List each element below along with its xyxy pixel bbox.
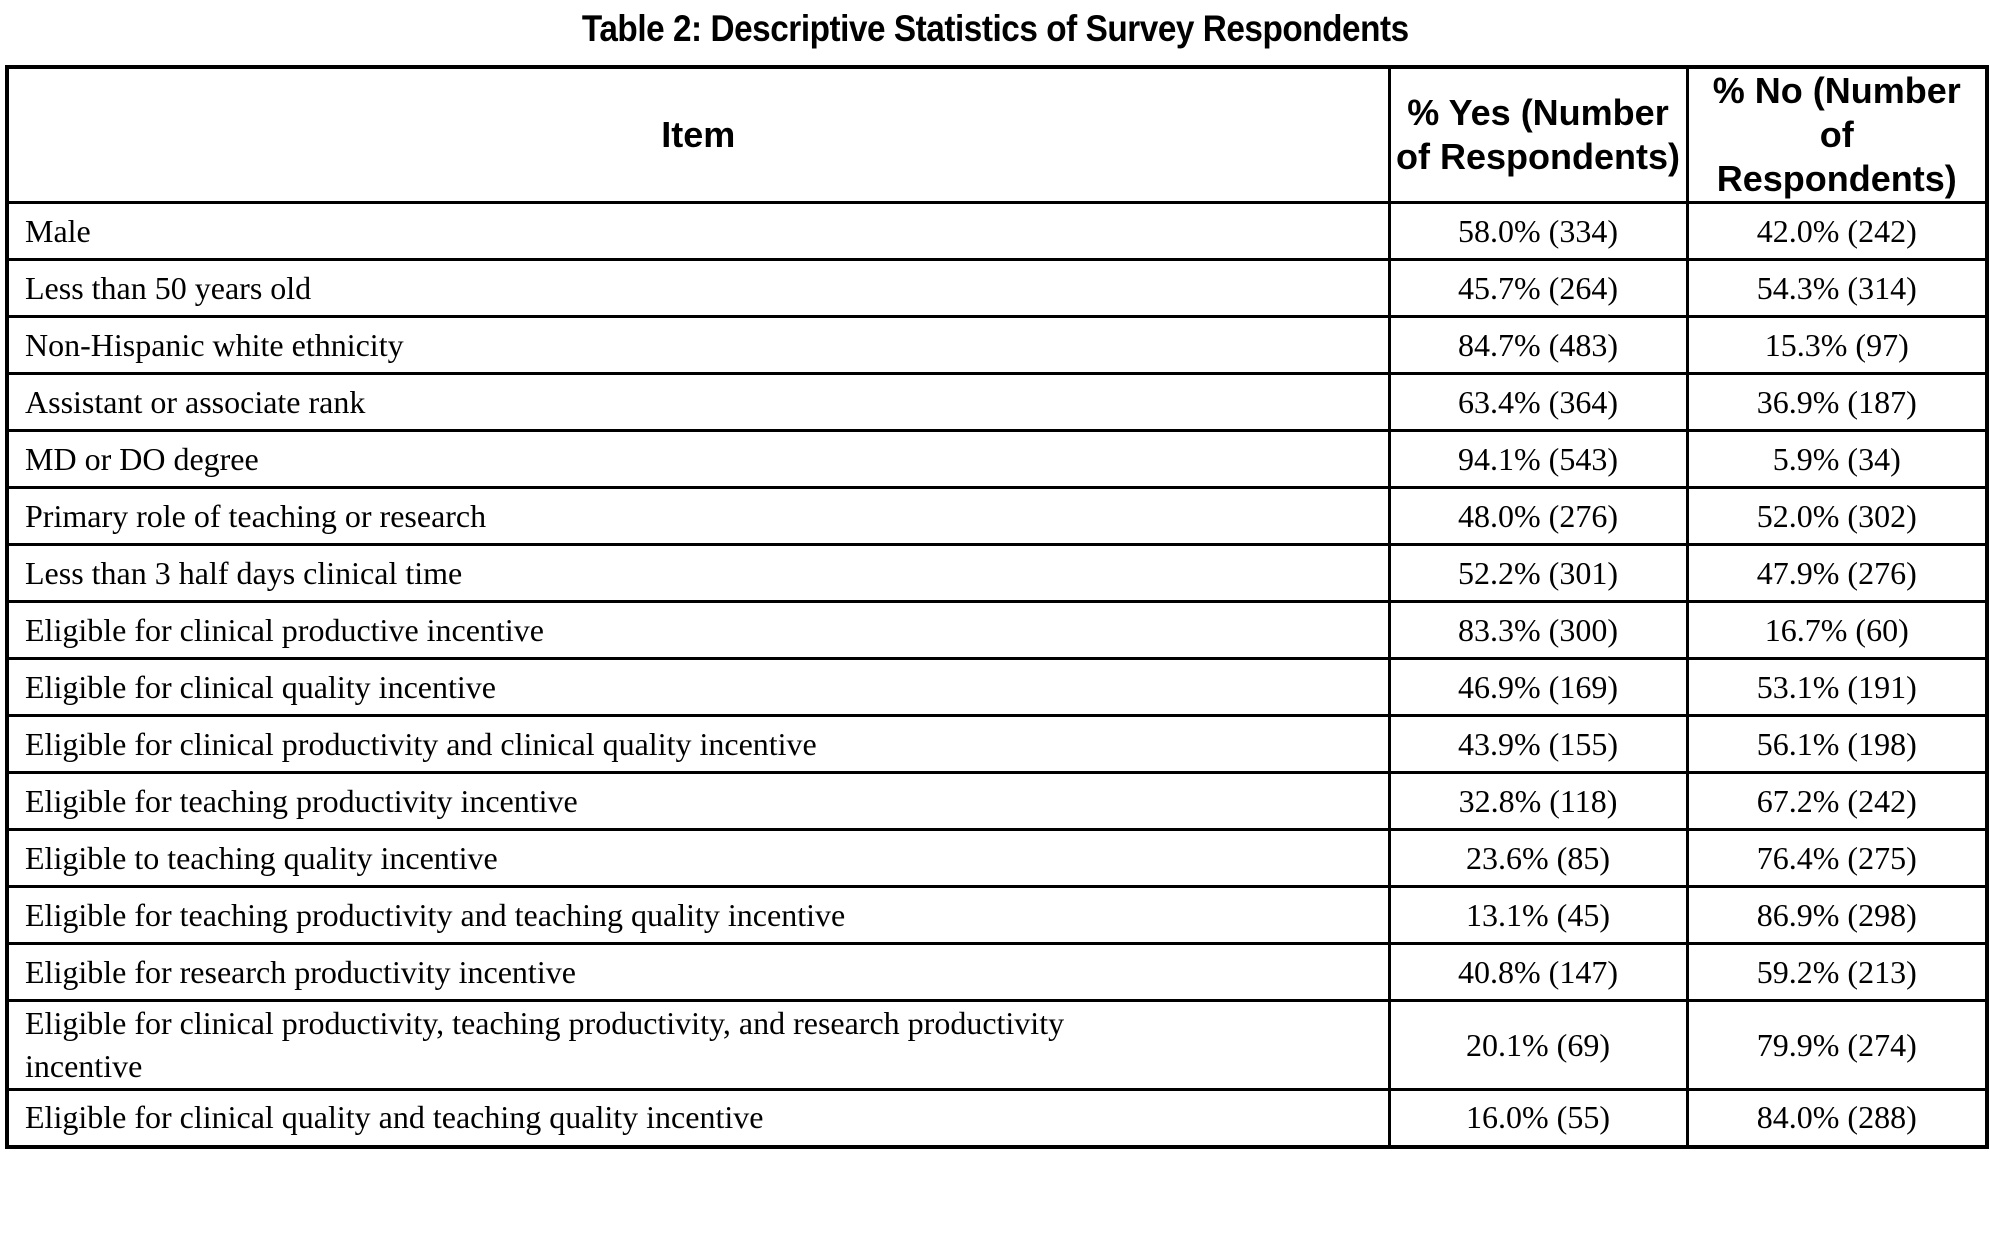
- table-row: Eligible for research productivity incen…: [5, 942, 1989, 1002]
- yes-value-cell: 40.8% (147): [1387, 942, 1689, 1002]
- table-row: Eligible for clinical productivity, teac…: [5, 999, 1989, 1091]
- table-row: Eligible for clinical quality incentive …: [5, 657, 1989, 717]
- yes-value-cell: 83.3% (300): [1387, 600, 1689, 660]
- table-row: Eligible for clinical productivity and c…: [5, 714, 1989, 774]
- item-cell: Eligible for clinical productivity, teac…: [5, 999, 1391, 1091]
- column-header-yes: % Yes (Number of Respondents): [1387, 65, 1689, 204]
- no-value-cell: 67.2% (242): [1685, 771, 1989, 831]
- no-value-cell: 16.7% (60): [1685, 600, 1989, 660]
- no-value-cell: 76.4% (275): [1685, 828, 1989, 888]
- no-value-cell: 84.0% (288): [1685, 1088, 1989, 1148]
- yes-value-cell: 45.7% (264): [1387, 258, 1689, 318]
- table-row: Primary role of teaching or research 48.…: [5, 486, 1989, 546]
- table-row: Eligible to teaching quality incentive 2…: [5, 828, 1989, 888]
- item-cell: Eligible for research productivity incen…: [5, 942, 1391, 1002]
- yes-value-cell: 58.0% (334): [1387, 201, 1689, 261]
- no-value-cell: 52.0% (302): [1685, 486, 1989, 546]
- item-cell: MD or DO degree: [5, 429, 1391, 489]
- column-header-item: Item: [5, 65, 1391, 204]
- item-cell: Primary role of teaching or research: [5, 486, 1391, 546]
- item-cell: Eligible for clinical quality and teachi…: [5, 1088, 1391, 1148]
- no-value-cell: 56.1% (198): [1685, 714, 1989, 774]
- table-row: Eligible for clinical quality and teachi…: [5, 1088, 1989, 1148]
- item-cell: Eligible for teaching productivity incen…: [5, 771, 1391, 831]
- yes-value-cell: 13.1% (45): [1387, 885, 1689, 945]
- yes-value-cell: 46.9% (169): [1387, 657, 1689, 717]
- item-cell: Male: [5, 201, 1391, 261]
- no-value-cell: 79.9% (274): [1685, 999, 1989, 1091]
- no-value-cell: 53.1% (191): [1685, 657, 1989, 717]
- table-row: Assistant or associate rank 63.4% (364) …: [5, 372, 1989, 432]
- no-value-cell: 54.3% (314): [1685, 258, 1989, 318]
- table-row: Non-Hispanic white ethnicity 84.7% (483)…: [5, 315, 1989, 375]
- yes-value-cell: 23.6% (85): [1387, 828, 1689, 888]
- descriptive-statistics-table: Item % Yes (Number of Respondents) % No …: [5, 65, 1989, 1149]
- header-row: Item % Yes (Number of Respondents) % No …: [5, 65, 1989, 204]
- table-row: Eligible for teaching productivity incen…: [5, 771, 1989, 831]
- table-row: Less than 3 half days clinical time 52.2…: [5, 543, 1989, 603]
- table-title-text: Table 2: Descriptive Statistics of Surve…: [581, 8, 1409, 49]
- yes-value-cell: 16.0% (55): [1387, 1088, 1689, 1148]
- yes-value-cell: 32.8% (118): [1387, 771, 1689, 831]
- yes-value-cell: 48.0% (276): [1387, 486, 1689, 546]
- yes-value-cell: 84.7% (483): [1387, 315, 1689, 375]
- table-body: Male 58.0% (334) 42.0% (242) Less than 5…: [5, 201, 1989, 1148]
- no-value-cell: 15.3% (97): [1685, 315, 1989, 375]
- yes-value-cell: 20.1% (69): [1387, 999, 1689, 1091]
- yes-value-cell: 94.1% (543): [1387, 429, 1689, 489]
- yes-value-cell: 43.9% (155): [1387, 714, 1689, 774]
- item-cell: Less than 50 years old: [5, 258, 1391, 318]
- table-row: Less than 50 years old 45.7% (264) 54.3%…: [5, 258, 1989, 318]
- table-row: Eligible for clinical productive incenti…: [5, 600, 1989, 660]
- no-value-cell: 59.2% (213): [1685, 942, 1989, 1002]
- item-cell: Eligible for teaching productivity and t…: [5, 885, 1391, 945]
- item-cell: Eligible to teaching quality incentive: [5, 828, 1391, 888]
- item-cell: Eligible for clinical quality incentive: [5, 657, 1391, 717]
- item-cell: Less than 3 half days clinical time: [5, 543, 1391, 603]
- no-value-cell: 42.0% (242): [1685, 201, 1989, 261]
- no-value-cell: 86.9% (298): [1685, 885, 1989, 945]
- no-value-cell: 5.9% (34): [1685, 429, 1989, 489]
- column-header-no: % No (Number of Respondents): [1685, 65, 1989, 204]
- table-row: MD or DO degree 94.1% (543) 5.9% (34): [5, 429, 1989, 489]
- table-row: Male 58.0% (334) 42.0% (242): [5, 201, 1989, 261]
- item-cell: Eligible for clinical productive incenti…: [5, 600, 1391, 660]
- yes-value-cell: 63.4% (364): [1387, 372, 1689, 432]
- item-cell: Assistant or associate rank: [5, 372, 1391, 432]
- no-value-cell: 47.9% (276): [1685, 543, 1989, 603]
- yes-value-cell: 52.2% (301): [1387, 543, 1689, 603]
- no-value-cell: 36.9% (187): [1685, 372, 1989, 432]
- item-cell: Eligible for clinical productivity and c…: [5, 714, 1391, 774]
- table-title: Table 2: Descriptive Statistics of Surve…: [0, 6, 1990, 52]
- item-cell: Non-Hispanic white ethnicity: [5, 315, 1391, 375]
- table-row: Eligible for teaching productivity and t…: [5, 885, 1989, 945]
